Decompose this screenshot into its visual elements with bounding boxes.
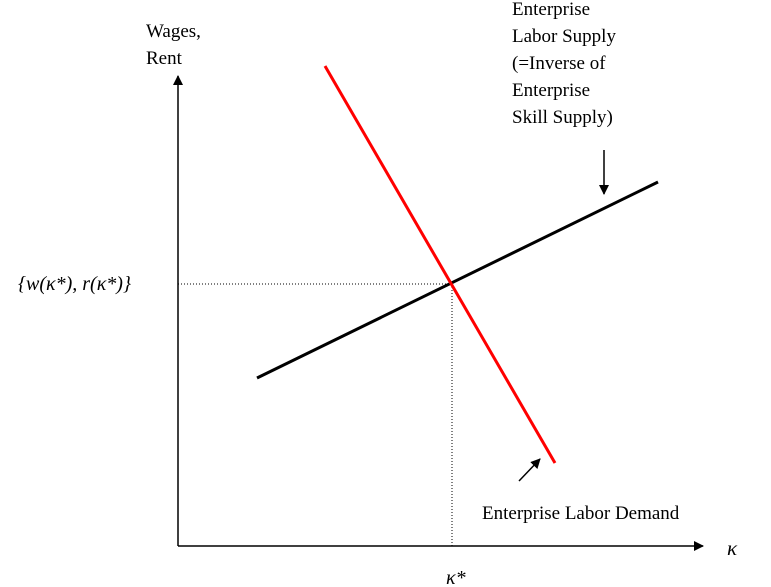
supply-label-line: Enterprise	[512, 0, 591, 20]
demand-curve-label: Enterprise Labor Demand	[482, 503, 680, 524]
supply-label-line: (=Inverse of	[512, 53, 606, 74]
demand-line	[323, 65, 557, 464]
equilibrium-y-label: {w(κ*), r(κ*)}	[18, 273, 131, 295]
supply-label-line: Enterprise	[512, 80, 591, 101]
equilibrium-x-label: κ*	[446, 567, 466, 587]
demand-pointer-arrow	[518, 458, 541, 482]
x-axis-label: κ	[727, 536, 738, 560]
supply-curve-label: Enterprise Labor Supply (=Inverse of Ent…	[512, 0, 616, 131]
supply-line	[256, 180, 659, 380]
supply-label-line: Skill Supply)	[512, 107, 613, 128]
y-axis-label: Wages, Rent	[146, 18, 201, 72]
supply-label-line: Labor Supply	[512, 26, 616, 47]
y-axis-label-line: Wages,	[146, 21, 201, 42]
y-axis-label-line: Rent	[146, 48, 182, 69]
